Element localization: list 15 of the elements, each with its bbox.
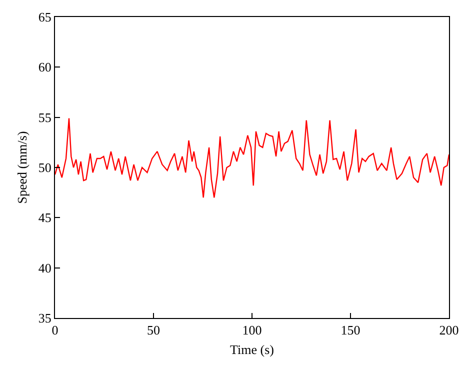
y-tick-label: 65 <box>38 10 52 25</box>
line-series <box>55 118 449 198</box>
y-tick-label: 40 <box>38 260 52 276</box>
x-tick-label: 100 <box>242 322 262 338</box>
y-tick-label: 35 <box>38 310 52 326</box>
x-tick-label: 0 <box>52 322 58 338</box>
y-tick-label: 45 <box>38 210 52 226</box>
x-axis-title: Time (s) <box>230 342 274 358</box>
y-tick-label: 55 <box>38 110 52 125</box>
x-tick-label: 200 <box>439 322 459 338</box>
x-tick-label: 150 <box>340 322 360 338</box>
y-tick-label: 60 <box>38 60 52 75</box>
y-axis-title: Speed (mm/s) <box>14 131 30 204</box>
y-tick-label: 50 <box>38 160 52 176</box>
x-tick-label: 50 <box>147 322 160 338</box>
